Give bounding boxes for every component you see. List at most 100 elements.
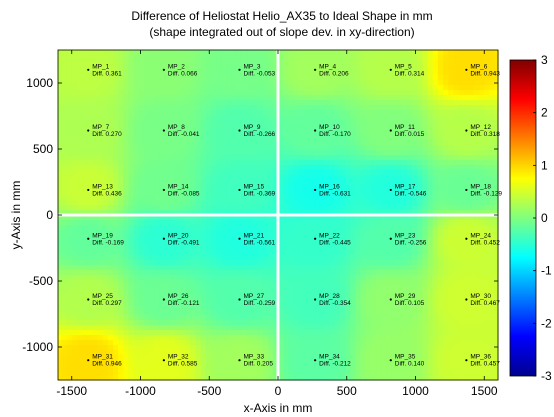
heatmap-cell xyxy=(247,285,253,291)
heatmap-cell xyxy=(391,135,398,141)
heatmap-cell xyxy=(386,150,393,156)
heatmap-cell xyxy=(406,70,413,76)
heatmap-cell xyxy=(283,140,289,146)
heatmap-cell xyxy=(190,60,197,66)
heatmap-cell xyxy=(200,230,207,236)
heatmap-cell xyxy=(257,230,264,236)
heatmap-cell xyxy=(76,275,83,281)
heatmap-cell xyxy=(267,135,274,141)
heatmap-cell xyxy=(272,355,279,361)
heatmap-cell xyxy=(257,120,264,126)
heatmap-cell xyxy=(76,305,83,311)
heatmap-cell xyxy=(355,185,362,191)
heatmap-cell xyxy=(339,50,346,56)
heatmap-cell xyxy=(128,240,135,246)
heatmap-cell xyxy=(427,275,434,281)
heatmap-cell xyxy=(252,175,258,181)
heatmap-cell xyxy=(334,235,341,241)
heatmap-cell xyxy=(437,140,444,146)
heatmap-cell xyxy=(324,320,331,326)
heatmap-cell xyxy=(422,140,429,146)
heatmap-cell xyxy=(350,100,356,106)
heatmap-cell xyxy=(252,115,258,121)
heatmap-cell xyxy=(293,205,300,211)
heatmap-cell xyxy=(123,365,130,371)
heatmap-cell xyxy=(288,55,295,61)
heatmap-cell xyxy=(149,155,155,161)
heatmap-cell xyxy=(334,180,341,186)
heatmap-cell xyxy=(180,175,186,181)
heatmap-cell xyxy=(76,220,83,226)
heatmap-cell xyxy=(381,115,387,121)
heatmap-cell xyxy=(365,105,372,111)
heatmap-cell xyxy=(143,175,150,181)
heatmap-cell xyxy=(412,195,418,201)
heatmap-cell xyxy=(432,305,439,311)
heatmap-cell xyxy=(247,170,253,176)
heatmap-cell xyxy=(386,350,393,356)
heatmap-cell xyxy=(314,290,320,296)
heatmap-cell xyxy=(401,280,408,286)
heatmap-cell xyxy=(293,270,300,276)
heatmap-cell xyxy=(128,50,135,56)
heatmap-cell xyxy=(190,230,197,236)
heatmap-cell xyxy=(298,205,305,211)
heatmap-cell xyxy=(149,55,155,61)
heatmap-cell xyxy=(58,360,63,366)
heatmap-cell xyxy=(334,170,341,176)
heatmap-cell xyxy=(58,290,63,296)
heatmap-cell xyxy=(406,275,413,281)
heatmap-cell xyxy=(412,165,418,171)
heatmap-cell xyxy=(128,180,135,186)
heatmap-cell xyxy=(412,345,418,351)
heatmap-cell xyxy=(252,290,258,296)
heatmap-cell xyxy=(314,165,320,171)
heatmap-cell xyxy=(339,325,346,331)
heatmap-cell xyxy=(437,330,444,336)
heatmap-cell xyxy=(365,135,372,141)
heatmap-cell xyxy=(231,60,238,66)
heatmap-cell xyxy=(334,130,341,136)
heatmap-cell xyxy=(164,125,171,131)
heatmap-cell xyxy=(437,65,444,71)
heatmap-cell xyxy=(417,195,423,201)
heatmap-cell xyxy=(339,60,346,66)
heatmap-cell xyxy=(308,190,315,196)
heatmap-cell xyxy=(231,325,238,331)
heatmap-cell xyxy=(190,215,197,221)
heatmap-cell xyxy=(205,265,212,271)
heatmap-cell xyxy=(278,280,284,286)
heatmap-cell xyxy=(154,305,161,311)
heatmap-cell xyxy=(107,165,114,171)
heatmap-cell xyxy=(267,305,274,311)
heatmap-cell xyxy=(391,260,398,266)
heatmap-cell xyxy=(262,65,269,71)
heatmap-cell xyxy=(350,130,356,136)
heatmap-cell xyxy=(396,250,403,256)
heatmap-cell xyxy=(200,75,207,81)
heatmap-cell xyxy=(427,85,434,91)
heatmap-cell xyxy=(107,115,114,121)
heatmap-cell xyxy=(241,325,248,331)
heatmap-cell xyxy=(185,350,191,356)
heatmap-cell xyxy=(138,220,145,226)
heatmap-cell xyxy=(257,350,264,356)
heatmap-cell xyxy=(174,85,181,91)
heatmap-cell xyxy=(210,325,217,331)
heatmap-cell xyxy=(360,285,367,291)
heatmap-cell xyxy=(314,195,320,201)
heatmap-cell xyxy=(143,265,150,271)
heatmap-cell xyxy=(422,375,429,381)
heatmap-cell xyxy=(298,120,305,126)
heatmap-cell xyxy=(252,155,258,161)
heatmap-cell xyxy=(262,135,269,141)
heatmap-cell xyxy=(314,365,320,371)
heatmap-cell xyxy=(417,280,423,286)
heatmap-cell xyxy=(293,275,300,281)
heatmap-cell xyxy=(360,75,367,81)
heatmap-cell xyxy=(133,265,140,271)
heatmap-cell xyxy=(236,85,243,91)
heatmap-cell xyxy=(375,115,382,121)
heatmap-cell xyxy=(149,250,155,256)
heatmap-cell xyxy=(107,140,114,146)
